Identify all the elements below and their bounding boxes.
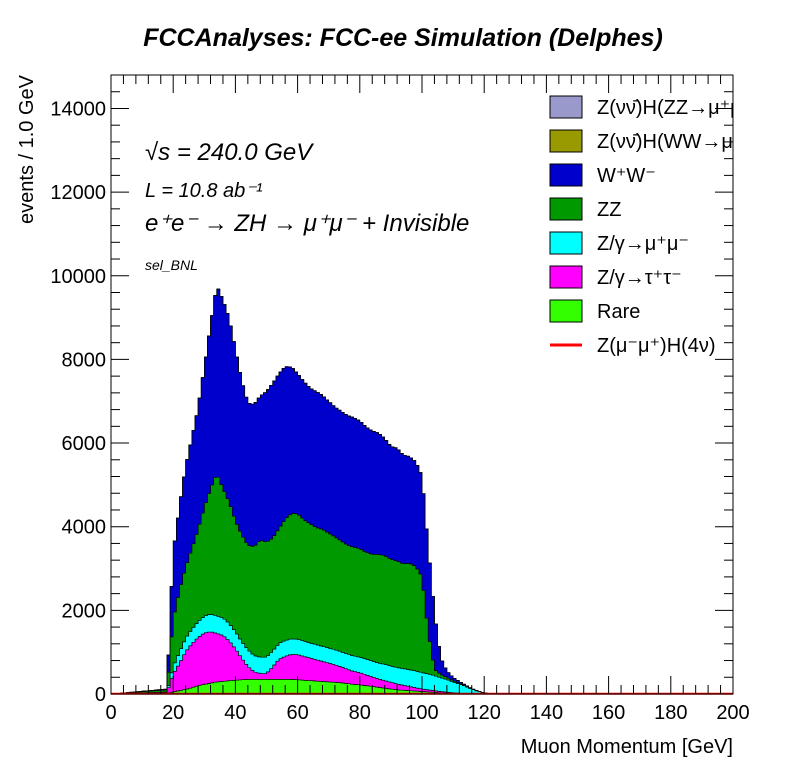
y-tick-label: 4000	[62, 517, 107, 539]
y-tick-label: 0	[95, 684, 106, 706]
legend-label: W⁺W⁻	[597, 165, 656, 187]
x-tick-label: 140	[530, 702, 563, 724]
legend-swatch	[549, 95, 583, 119]
y-tick-label: 12000	[50, 182, 106, 204]
x-tick-label: 0	[105, 702, 116, 724]
series-z-h-zz	[111, 288, 733, 695]
legend-swatch	[549, 265, 583, 289]
x-tick-label: 160	[592, 702, 625, 724]
legend-label: Rare	[597, 301, 640, 323]
legend-label: ZZ	[597, 199, 621, 221]
legend-swatch	[549, 197, 583, 221]
y-tick-labels: 0 2000 4000 6000 8000 10000 12000 14000	[50, 98, 106, 706]
legend-label: Z(μ⁻μ⁺)H(4ν)	[597, 335, 716, 357]
legend-label: Z/γ→τ⁺τ⁻	[597, 267, 682, 289]
y-tick-label: 14000	[50, 98, 106, 120]
y-tick-label: 10000	[50, 266, 106, 288]
legend-swatch	[549, 299, 583, 323]
y-axis-label: events / 1.0 GeV	[16, 74, 38, 224]
legend-swatch	[549, 129, 583, 153]
annotation-selection: sel_BNL	[145, 257, 198, 273]
legend: Z(νν̄)H(ZZ→μ⁺μ⁻νν̄) Z(νν̄)H(WW→μ⁺νμ⁻ν̄) W⁺…	[549, 95, 792, 357]
annotation-process: e⁺e⁻ → ZH → μ⁺μ⁻ + Invisible	[145, 210, 469, 237]
legend-swatch	[549, 231, 583, 255]
x-tick-label: 100	[405, 702, 438, 724]
x-tick-label: 180	[654, 702, 687, 724]
legend-swatch	[549, 163, 583, 187]
x-tick-label: 60	[286, 702, 308, 724]
x-tick-label: 200	[716, 702, 749, 724]
legend-label: Z(νν̄)H(ZZ→μ⁺μ⁻νν̄)	[597, 97, 779, 119]
axis-ticks	[110, 74, 734, 695]
annotation-luminosity: L = 10.8 ab⁻¹	[145, 180, 263, 202]
chart-title: FCCAnalyses: FCC-ee Simulation (Delphes)	[143, 24, 663, 52]
x-tick-label: 80	[349, 702, 371, 724]
y-tick-label: 6000	[62, 433, 107, 455]
legend-entries: Z(νν̄)H(ZZ→μ⁺μ⁻νν̄) Z(νν̄)H(WW→μ⁺νμ⁻ν̄) W⁺…	[549, 95, 792, 357]
x-tick-label: 40	[224, 702, 246, 724]
y-tick-label: 2000	[62, 600, 107, 622]
y-tick-label: 8000	[62, 349, 107, 371]
x-axis-label: Muon Momentum [GeV]	[521, 736, 733, 758]
legend-label: Z(νν̄)H(WW→μ⁺νμ⁻ν̄)	[597, 131, 792, 153]
annotation-sqrt-s: √s = 240.0 GeV	[145, 139, 314, 166]
x-tick-label: 20	[162, 702, 184, 724]
legend-label: Z/γ→μ⁺μ⁻	[597, 233, 689, 255]
x-tick-labels: 0 20 40 60 80 100 120 140 160 180 200	[105, 702, 749, 724]
x-tick-label: 120	[468, 702, 501, 724]
